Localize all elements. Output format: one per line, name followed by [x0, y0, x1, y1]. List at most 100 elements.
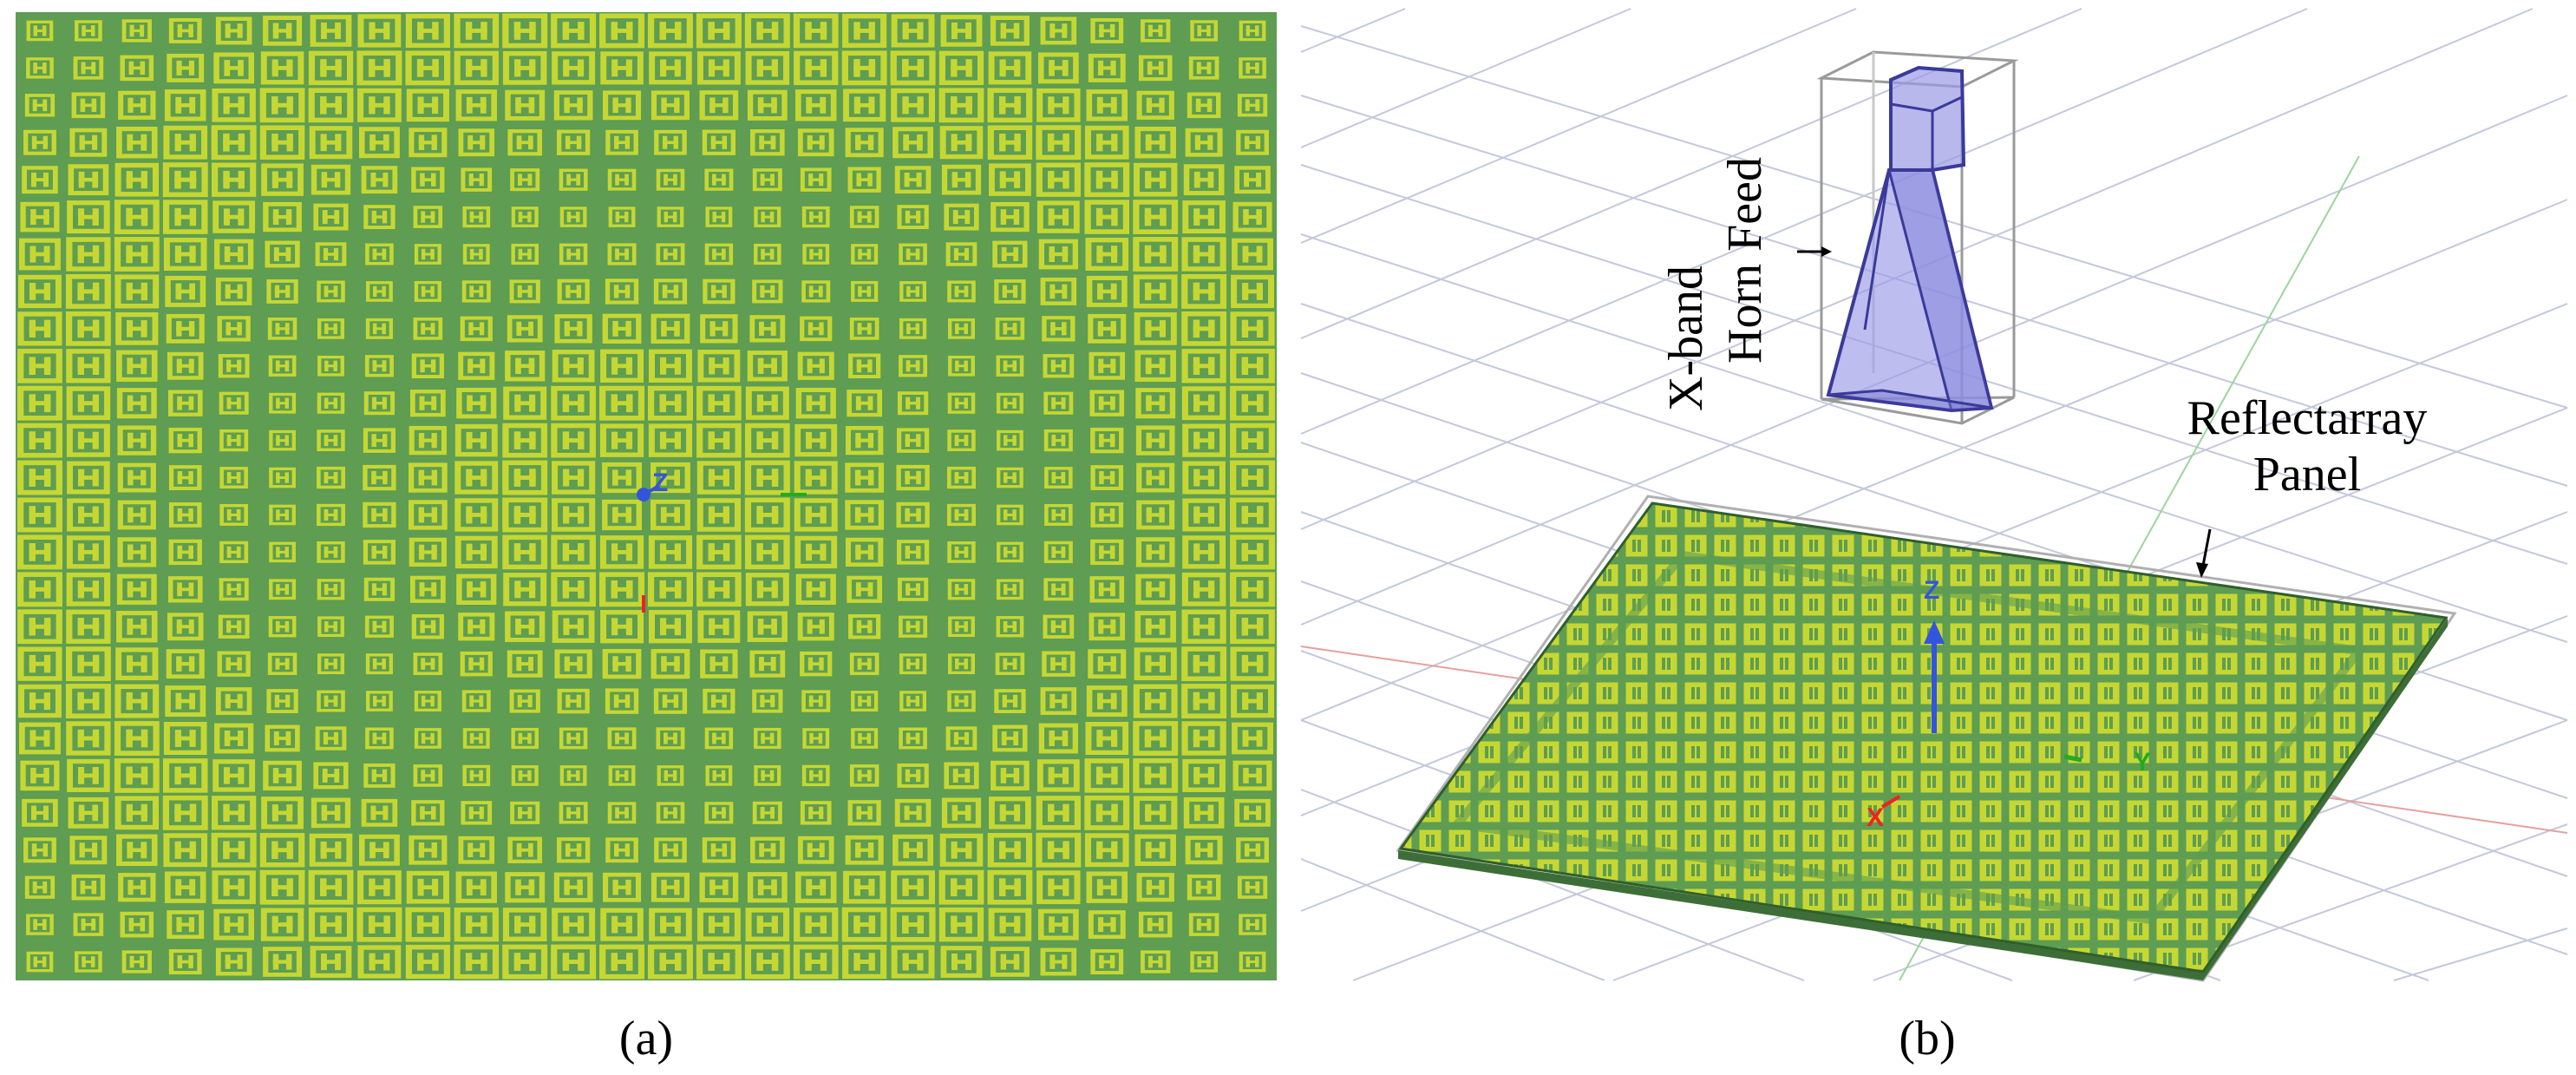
unit-cell — [851, 691, 879, 712]
unit-cell — [647, 944, 693, 980]
unit-cell — [797, 836, 834, 864]
unit-cell — [599, 385, 645, 421]
unit-cell — [599, 944, 645, 980]
unit-cell — [406, 870, 449, 904]
unit-cell — [554, 649, 592, 678]
unit-cell — [997, 467, 1023, 488]
unit-cell — [114, 274, 160, 309]
unit-cell — [114, 162, 160, 197]
unit-cell — [413, 764, 443, 787]
unit-cell — [114, 758, 160, 793]
unit-cell — [502, 534, 548, 570]
unit-cell — [948, 355, 975, 377]
unit-cell — [218, 354, 250, 378]
unit-cell — [363, 540, 396, 565]
unit-cell — [600, 610, 644, 644]
unit-cell — [1133, 758, 1179, 793]
unit-cell — [605, 688, 639, 714]
unit-cell — [213, 52, 255, 84]
unit-cell — [1036, 125, 1082, 161]
unit-cell — [696, 423, 742, 458]
unit-cell — [1090, 949, 1124, 975]
unit-cell — [167, 390, 203, 416]
unit-cell — [1134, 647, 1177, 681]
unit-cell — [845, 500, 885, 530]
unit-cell — [163, 125, 208, 160]
unit-cell — [66, 237, 111, 272]
unit-cell — [841, 50, 887, 86]
axis-x-label: X — [1867, 803, 1884, 832]
unit-cell — [600, 51, 644, 85]
unit-cell — [460, 316, 493, 342]
unit-cell — [551, 385, 596, 421]
unit-cell — [26, 57, 54, 79]
unit-cell — [365, 727, 394, 750]
unit-cell — [1136, 500, 1175, 530]
unit-cell — [1181, 349, 1226, 383]
unit-cell — [162, 795, 208, 830]
unit-cell — [750, 129, 785, 156]
unit-cell — [745, 386, 789, 420]
unit-cell — [704, 802, 734, 824]
unit-cell — [365, 653, 394, 675]
unit-cell — [1044, 503, 1073, 526]
unit-cell — [458, 128, 495, 157]
unit-cell — [556, 837, 591, 863]
unit-cell — [996, 355, 1024, 377]
unit-cell — [75, 951, 102, 973]
unit-cell — [269, 504, 296, 526]
unit-cell — [991, 201, 1030, 233]
unit-cell — [794, 907, 839, 942]
unit-cell — [266, 279, 298, 304]
horn-label-line2: Horn Feed — [1718, 157, 1772, 364]
panel-a-z-label: Z — [652, 469, 668, 497]
unit-cell — [899, 281, 926, 302]
unit-cell — [1136, 90, 1174, 120]
unit-cell — [406, 88, 449, 122]
unit-cell — [18, 274, 62, 309]
unit-cell — [987, 88, 1033, 123]
unit-cell — [605, 129, 638, 155]
unit-cell — [317, 280, 345, 303]
unit-cell — [269, 392, 297, 414]
unit-cell — [414, 280, 441, 302]
unit-cell — [267, 318, 297, 340]
unit-cell — [745, 50, 790, 85]
unit-cell — [115, 311, 159, 345]
unit-cell — [219, 541, 249, 564]
unit-cell — [363, 763, 396, 788]
unit-cell — [361, 798, 398, 827]
unit-cell — [308, 50, 354, 86]
unit-cell — [939, 126, 984, 160]
panel-b-axes: Z X Y — [1867, 576, 2151, 832]
unit-cell — [551, 13, 597, 49]
unit-cell — [214, 723, 254, 754]
unit-cell — [405, 907, 451, 942]
unit-cell — [163, 833, 208, 868]
unit-cell — [1089, 390, 1125, 416]
unit-cell — [557, 688, 590, 714]
unit-cell — [413, 652, 443, 676]
unit-cell — [602, 462, 642, 494]
unit-cell — [1088, 910, 1126, 940]
unit-cell — [896, 464, 930, 491]
unit-cell — [896, 501, 930, 528]
unit-cell — [118, 90, 156, 120]
unit-cell — [696, 385, 742, 421]
unit-cell — [554, 314, 592, 344]
unit-cell — [511, 206, 539, 227]
unit-cell — [356, 50, 402, 86]
unit-cell — [1133, 237, 1179, 272]
unit-cell — [843, 870, 886, 904]
unit-cell — [168, 949, 202, 975]
unit-cell — [363, 501, 396, 528]
unit-cell — [997, 429, 1023, 451]
unit-cell — [899, 355, 928, 377]
unit-cell — [260, 51, 304, 85]
unit-cell — [309, 833, 353, 867]
unit-cell — [269, 579, 297, 600]
unit-cell — [600, 349, 644, 383]
unit-cell — [1133, 721, 1179, 756]
unit-cell — [23, 837, 56, 863]
unit-cell — [1037, 52, 1079, 84]
